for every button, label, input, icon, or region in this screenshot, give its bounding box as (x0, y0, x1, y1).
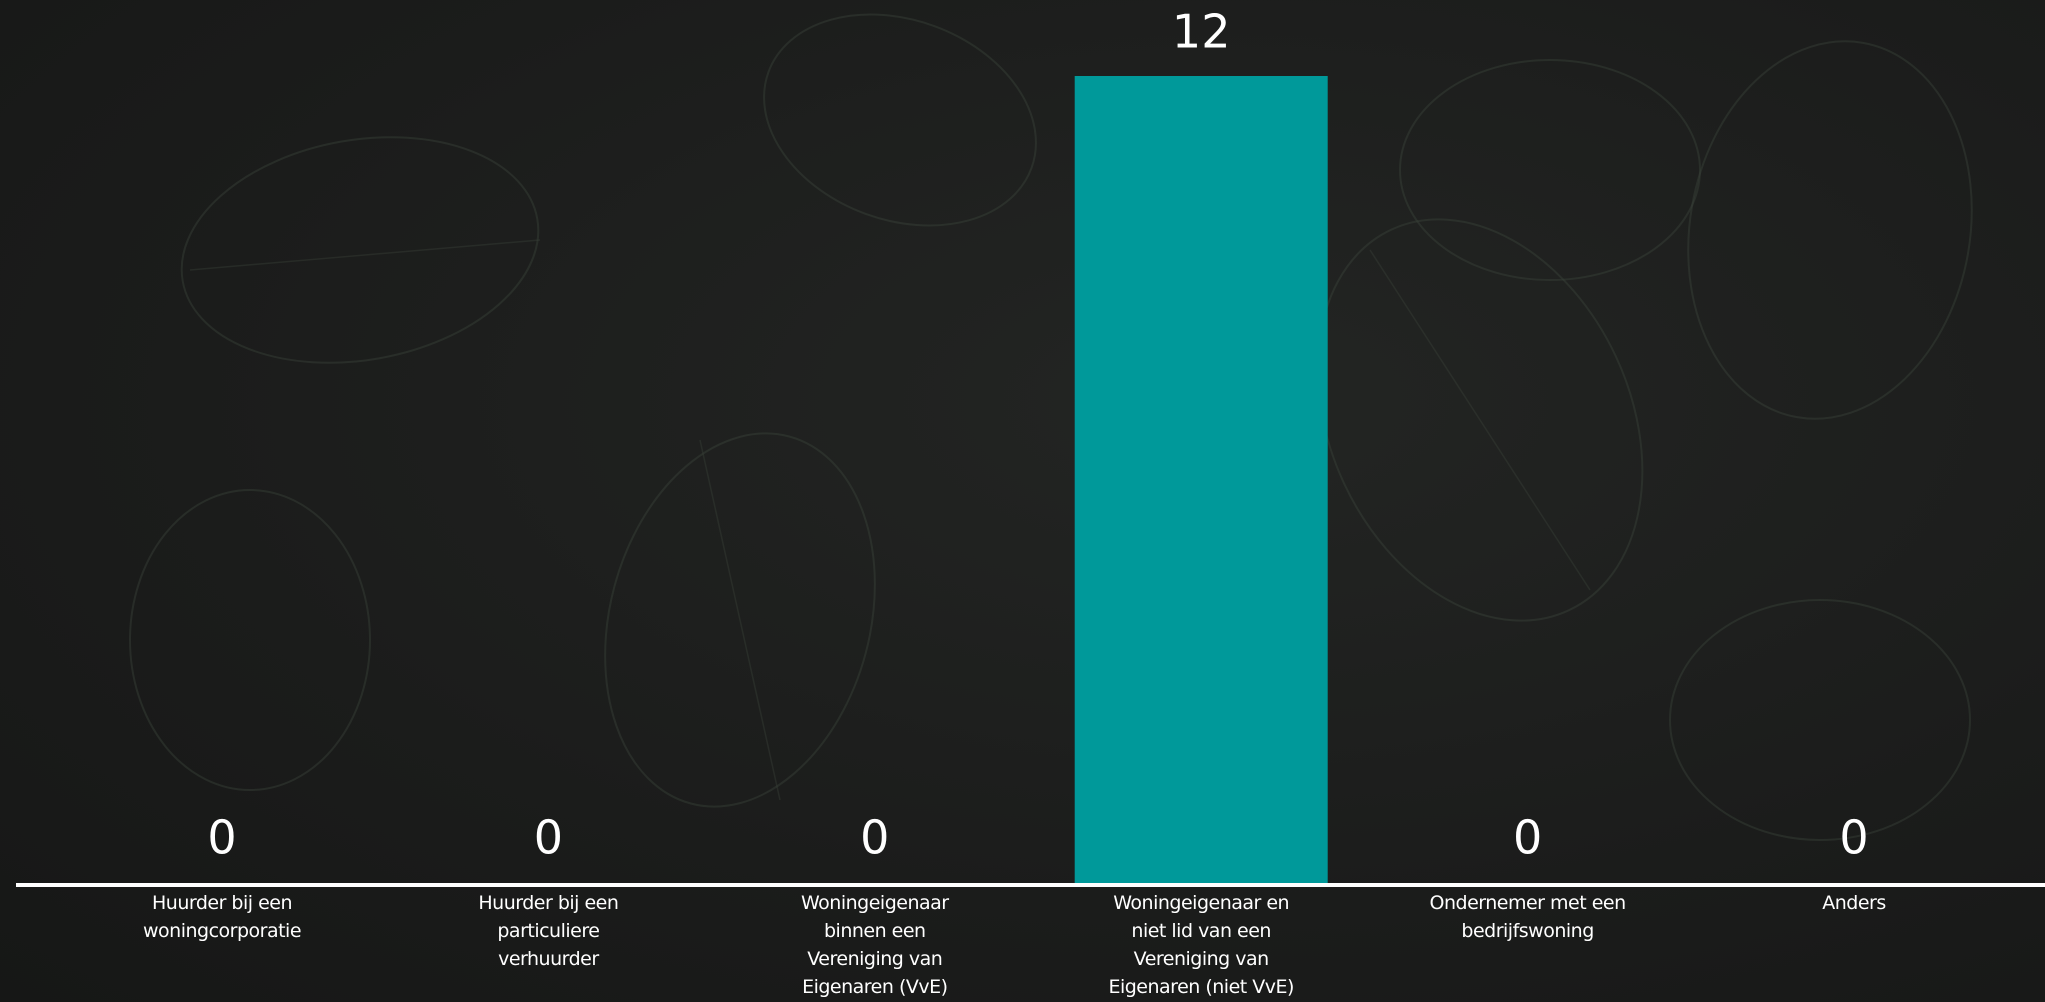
background-leaves (129, 13, 1973, 841)
value-label: 0 (1839, 811, 1868, 865)
x-tick-label: Anders (1822, 892, 1886, 914)
bar (1074, 76, 1328, 883)
value-label: 12 (1172, 5, 1231, 59)
value-label: 0 (860, 811, 889, 865)
x-tick-label: Woningeigenaar binnen een Vereniging van… (801, 892, 949, 998)
value-label: 0 (1513, 811, 1542, 865)
value-label: 0 (534, 811, 563, 865)
x-tick-label: Woningeigenaar en niet lid van een Veren… (1108, 892, 1294, 998)
value-label: 0 (207, 811, 236, 865)
x-tick-label: Huurder bij een woningcorporatie (142, 892, 302, 942)
x-tick-label: Ondernemer met een bedrijfswoning (1429, 892, 1627, 942)
x-tick-label: Huurder bij een particuliere verhuurder (478, 892, 619, 970)
